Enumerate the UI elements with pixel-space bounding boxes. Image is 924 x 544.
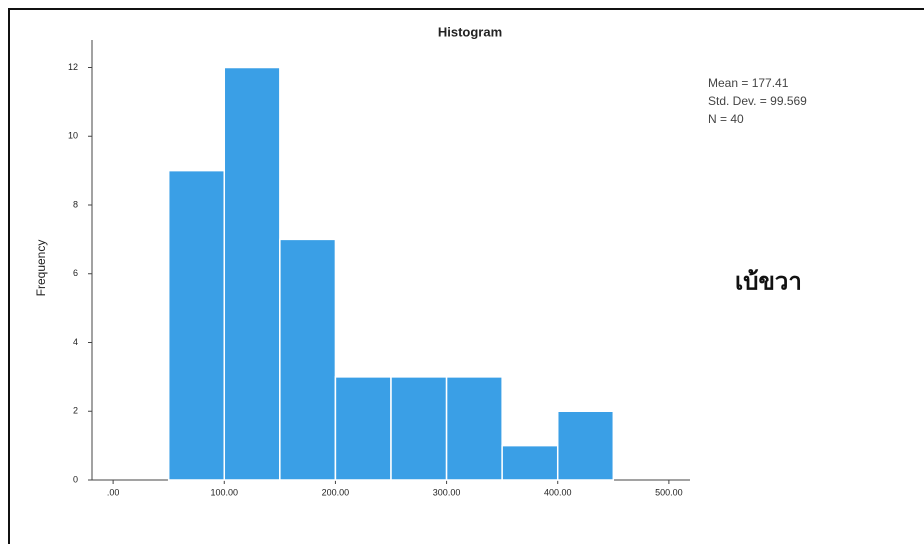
bar [501, 444, 559, 481]
y-tick-label: 4 [73, 337, 78, 347]
stat-text: N = 40 [708, 112, 744, 126]
stat-text: Std. Dev. = 99.569 [708, 94, 807, 108]
bar [223, 66, 281, 481]
x-tick-label: 400.00 [544, 487, 572, 497]
stat-text: Mean = 177.41 [708, 76, 789, 90]
bar [279, 238, 337, 481]
bar [390, 376, 448, 481]
bar [445, 376, 503, 481]
y-axis-label: Frequency [34, 240, 48, 297]
y-tick-label: 0 [73, 474, 78, 484]
bar [167, 169, 226, 481]
bar [334, 376, 392, 481]
x-tick-label: 500.00 [655, 487, 683, 497]
x-tick-label: 300.00 [433, 487, 461, 497]
y-tick-label: 10 [68, 131, 78, 141]
x-tick-label: 200.00 [322, 487, 350, 497]
y-tick-label: 12 [68, 62, 78, 72]
x-tick-label: 100.00 [211, 487, 239, 497]
chart-title: Histogram [438, 24, 502, 39]
annotation: เบ้ขวา [735, 268, 802, 295]
bar [556, 410, 615, 481]
y-tick-label: 6 [73, 268, 78, 278]
y-tick-label: 8 [73, 199, 78, 209]
x-tick-label: .00 [107, 487, 120, 497]
y-tick-label: 2 [73, 406, 78, 416]
